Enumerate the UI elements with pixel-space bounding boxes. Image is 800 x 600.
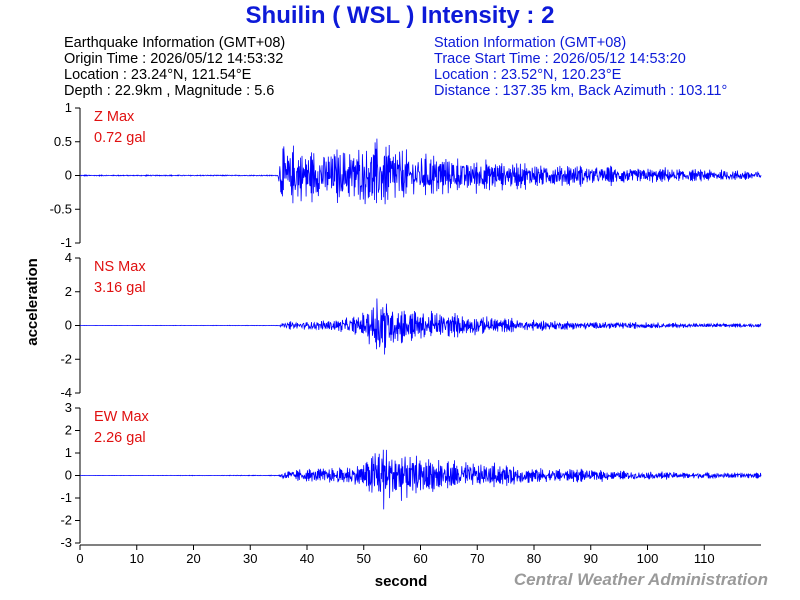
station-heading: Station Information (GMT+08): [434, 35, 627, 51]
origin-time: Origin Time : 2026/05/12 14:53:32: [64, 51, 284, 67]
y-axis-label: acceleration: [24, 258, 41, 346]
y-tick-label: 4: [65, 250, 72, 265]
y-tick-label: 3: [65, 400, 72, 415]
station-info: Station Information (GMT+08) Trace Start…: [434, 35, 727, 99]
max-label-z: Z Max: [94, 109, 135, 125]
x-tick-label: 20: [186, 551, 200, 566]
y-tick-label: 0.5: [54, 134, 72, 149]
trace-ns: [79, 298, 762, 355]
y-tick-label: -2: [60, 513, 72, 528]
x-tick-label: 100: [637, 551, 659, 566]
depth-magnitude: Depth : 22.9km , Magnitude : 5.6: [64, 83, 275, 99]
x-axis-label: second: [375, 573, 428, 590]
max-value-z: 0.72 gal: [94, 130, 146, 146]
earthquake-location: Location : 23.24°N, 121.54°E: [64, 67, 252, 83]
y-tick-label: 2: [65, 423, 72, 438]
station-location: Location : 23.52°N, 120.23°E: [434, 67, 622, 83]
y-tick-label: 0: [65, 468, 72, 483]
trace-start-time: Trace Start Time : 2026/05/12 14:53:20: [434, 51, 686, 67]
y-tick-label: -1: [60, 235, 72, 250]
x-tick-label: 0: [76, 551, 83, 566]
y-tick-label: -2: [60, 351, 72, 366]
distance-azimuth: Distance : 137.35 km, Back Azimuth : 103…: [434, 83, 728, 99]
max-value-ew: 2.26 gal: [94, 430, 146, 446]
x-tick-label: 10: [130, 551, 144, 566]
y-tick-label: 1: [65, 445, 72, 460]
x-tick-label: 30: [243, 551, 257, 566]
y-tick-label: -3: [60, 535, 72, 550]
trace-z: [80, 138, 762, 205]
max-label-ns: NS Max: [94, 259, 146, 275]
y-tick-label: -0.5: [50, 201, 72, 216]
x-tick-label: 90: [584, 551, 598, 566]
earthquake-info: Earthquake Information (GMT+08) Origin T…: [64, 35, 285, 99]
max-value-ns: 3.16 gal: [94, 280, 146, 296]
y-tick-label: 1: [65, 100, 72, 115]
x-tick-label: 70: [470, 551, 484, 566]
y-tick-label: -4: [60, 385, 72, 400]
credit-label: Central Weather Administration: [513, 570, 768, 589]
x-tick-label: 80: [527, 551, 541, 566]
x-tick-label: 60: [413, 551, 427, 566]
y-tick-label: 0: [65, 168, 72, 183]
earthquake-heading: Earthquake Information (GMT+08): [64, 35, 286, 51]
y-tick-label: -1: [60, 490, 72, 505]
max-label-ew: EW Max: [94, 409, 150, 425]
x-tick-label: 110: [694, 551, 715, 566]
y-tick-label: 2: [65, 284, 72, 299]
trace-ew: [79, 449, 762, 510]
x-tick-label: 50: [357, 551, 371, 566]
chart-title: Shuilin ( WSL ) Intensity : 2: [245, 2, 555, 29]
x-tick-label: 40: [300, 551, 314, 566]
y-tick-label: 0: [65, 318, 72, 333]
